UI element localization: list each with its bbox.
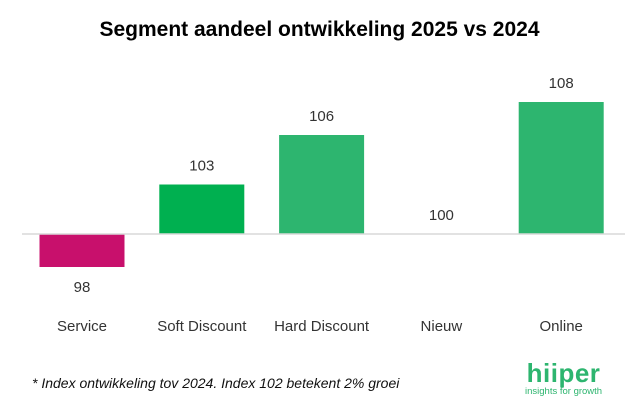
logo-wordmark: hiiper xyxy=(526,358,601,388)
data-label: 100 xyxy=(429,207,454,224)
category-label: Online xyxy=(540,318,583,335)
category-label: Hard Discount xyxy=(274,318,370,335)
data-label: 106 xyxy=(309,108,334,125)
bar-online xyxy=(518,102,604,234)
data-label: 98 xyxy=(74,279,91,296)
category-label: Soft Discount xyxy=(157,318,247,335)
footnote: * Index ontwikkeling tov 2024. Index 102… xyxy=(32,375,400,391)
logo-tagline: insights for growth xyxy=(525,386,603,397)
chart-title: Segment aandeel ontwikkeling 2025 vs 202… xyxy=(99,18,540,41)
category-label: Service xyxy=(57,318,107,335)
category-label: Nieuw xyxy=(421,318,463,335)
bar-service xyxy=(39,234,125,267)
bar-soft-discount xyxy=(159,184,245,234)
data-label: 108 xyxy=(549,75,574,92)
bar-hard-discount xyxy=(279,135,365,234)
hiiper-logo: hiiper insights for growth xyxy=(525,360,602,397)
data-label: 103 xyxy=(189,158,214,175)
